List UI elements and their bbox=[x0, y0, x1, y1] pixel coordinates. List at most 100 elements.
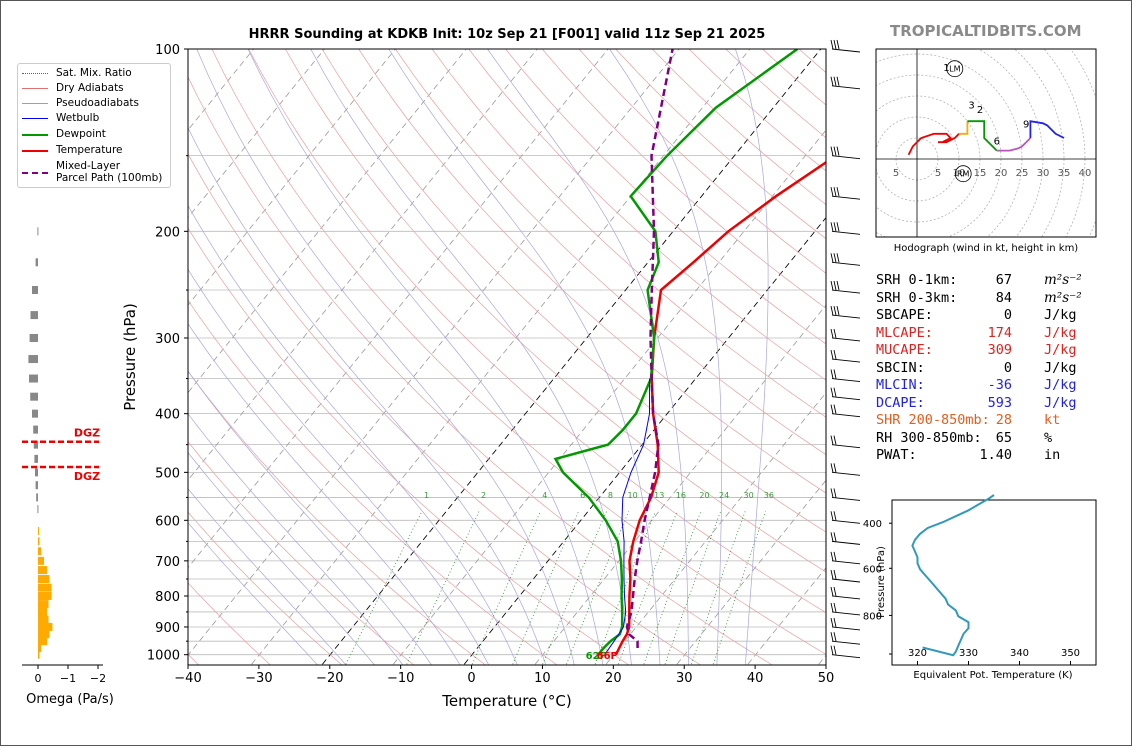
x-tick-label: −10 bbox=[387, 671, 414, 686]
hodo-height-label: 1 bbox=[943, 63, 949, 74]
y-tick-label: 1000 bbox=[147, 649, 180, 664]
wind-barb-staff bbox=[831, 626, 861, 631]
param-label: RH 300-850mb: bbox=[876, 429, 982, 446]
param-label: SRH 0-1km: bbox=[876, 272, 958, 288]
wind-barb-flag bbox=[830, 551, 834, 561]
hodo-segment bbox=[959, 121, 969, 135]
dgz-label: DGZ bbox=[74, 427, 100, 440]
wind-barb-flag bbox=[833, 586, 837, 597]
hodo-tick-label: 30 bbox=[1037, 168, 1050, 179]
wind-barb-flag bbox=[830, 617, 834, 628]
pseudoadiabat bbox=[188, 370, 432, 665]
wind-barb bbox=[830, 617, 861, 631]
omega-bar bbox=[32, 286, 38, 295]
mixing-ratio-label: 30 bbox=[743, 491, 753, 500]
wind-barb-staff bbox=[831, 261, 861, 266]
isotherm bbox=[675, 479, 826, 665]
wind-barb-flag bbox=[833, 328, 837, 339]
mixing-ratio-label: 8 bbox=[608, 491, 613, 500]
wind-barb bbox=[830, 222, 861, 235]
dry-adiabat bbox=[188, 227, 630, 665]
wind-barb bbox=[830, 632, 861, 645]
wind-barb bbox=[830, 328, 861, 342]
param-label: PWAT: bbox=[876, 447, 917, 463]
wind-barb bbox=[830, 280, 861, 294]
legend-label: Wetbulb bbox=[56, 112, 100, 124]
wind-barb-flag bbox=[833, 305, 837, 316]
dry-adiabat bbox=[211, 49, 826, 655]
wind-barb-flag bbox=[833, 146, 837, 156]
mixing-ratio-label: 10 bbox=[628, 491, 638, 500]
hodo-segment bbox=[996, 137, 1032, 152]
omega-bar bbox=[38, 527, 39, 536]
mixing-ratio-label: 2 bbox=[481, 491, 486, 500]
wind-barb bbox=[830, 369, 861, 382]
mixing-ratio-line bbox=[664, 511, 721, 665]
wind-barb-flag bbox=[833, 645, 837, 655]
wind-barb-flag bbox=[830, 632, 834, 642]
hodo-tick-label: 35 bbox=[1058, 168, 1071, 179]
mixing-ratio-label: 16 bbox=[676, 491, 686, 500]
wind-barb-staff bbox=[831, 471, 861, 476]
hodo-title: Hodograph (wind in kt, height in km) bbox=[894, 243, 1079, 254]
isotherm-minus20 bbox=[321, 49, 822, 665]
param-unit: J/kg bbox=[1044, 377, 1077, 393]
wind-barb-flag bbox=[830, 369, 834, 379]
legend-label: Dry Adiabats bbox=[56, 82, 124, 94]
wind-barb-flag bbox=[830, 404, 834, 414]
hodo-segment bbox=[1029, 120, 1065, 139]
dry-adiabat bbox=[188, 299, 558, 665]
wind-barb-staff bbox=[831, 519, 861, 524]
wind-barb-flag bbox=[833, 76, 837, 86]
param-label: MLCIN: bbox=[876, 377, 925, 393]
wind-barb-flag bbox=[833, 404, 837, 414]
hodo-tick-label: 40 bbox=[1079, 168, 1092, 179]
wind-barb-flag bbox=[830, 253, 834, 263]
pseudoadiabat bbox=[188, 323, 461, 665]
thetae-y-tick-label: 600 bbox=[863, 564, 882, 575]
omega-bar bbox=[28, 355, 38, 364]
pseudoadiabat bbox=[735, 49, 769, 665]
param-unit: J/kg bbox=[1044, 342, 1077, 358]
omega-tick-label: −2 bbox=[90, 672, 106, 685]
wind-barb-staff bbox=[831, 560, 861, 565]
wind-barb-flag bbox=[833, 187, 837, 197]
param-value: 1.40 bbox=[979, 447, 1012, 463]
wind-barb bbox=[830, 645, 861, 659]
param-value: 84 bbox=[995, 289, 1012, 306]
thetae-line bbox=[911, 494, 995, 657]
param-unit: kt bbox=[1044, 412, 1061, 428]
omega-bar bbox=[38, 556, 44, 565]
param-value: 65 bbox=[995, 429, 1012, 446]
param-value: 309 bbox=[987, 342, 1012, 358]
wind-barb-flag bbox=[830, 586, 834, 597]
wind-barb-flag bbox=[830, 280, 834, 291]
x-tick-label: 10 bbox=[534, 671, 551, 686]
surface-dewpoint-label: 62F bbox=[586, 651, 607, 662]
param-row: SRH 0-1km: 67 m²s⁻² bbox=[876, 272, 1106, 290]
wind-barb-staff bbox=[831, 85, 861, 90]
param-unit: m²s⁻² bbox=[1044, 289, 1082, 306]
wind-barb bbox=[830, 569, 861, 583]
series-mixed-layer-parcel-path-mb- bbox=[625, 49, 674, 649]
omega-bar bbox=[35, 258, 38, 267]
isotherm bbox=[746, 567, 826, 665]
param-value: 28 bbox=[995, 412, 1012, 428]
wind-barb bbox=[830, 435, 861, 449]
omega-tick-label: −1 bbox=[60, 672, 76, 685]
dry-adiabat bbox=[248, 49, 826, 614]
param-row: MLCAPE: 174 J/kg bbox=[876, 325, 1106, 343]
param-row: SBCAPE: 0 J/kg bbox=[876, 307, 1106, 325]
wind-barb-staff bbox=[831, 444, 861, 449]
mixing-ratio-label: 1 bbox=[424, 491, 429, 500]
thetae-y-tick-label: 400 bbox=[863, 519, 882, 530]
pseudoadiabat bbox=[188, 522, 318, 665]
omega-bar bbox=[34, 454, 38, 463]
y-tick-label: 700 bbox=[155, 555, 180, 570]
mixing-ratio-line bbox=[712, 511, 766, 665]
x-tick-label: 20 bbox=[605, 671, 622, 686]
wind-barb-staff bbox=[831, 48, 861, 53]
param-row: DCAPE: 593 J/kg bbox=[876, 395, 1106, 413]
y-tick-label: 600 bbox=[155, 514, 180, 529]
omega-bar bbox=[38, 607, 47, 616]
